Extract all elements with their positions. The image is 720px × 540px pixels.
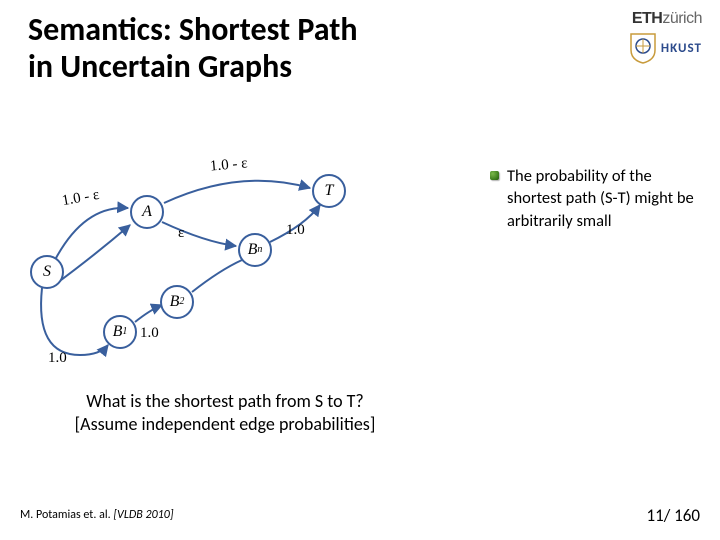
bullet-point: The probability of the shortest path (S-…	[490, 165, 700, 232]
eth-light: zürich	[662, 10, 702, 27]
eth-bold: ETH	[632, 10, 663, 27]
question-line-2: [Assume independent edge probabilities]	[30, 413, 420, 436]
question-line-1: What is the shortest path from S to T?	[30, 390, 420, 413]
edge-label-b1b2: 1.0	[140, 325, 159, 342]
edge-label-abn: ε	[178, 225, 184, 242]
graph-diagram: S A T Bn B2 B1 1.0 - ε 1.0 - ε ε 1.0 1.0…	[20, 150, 370, 380]
node-b2: B2	[160, 285, 194, 319]
page-number: 11/ 160	[646, 505, 700, 526]
edge-label-bnt: 1.0	[286, 222, 305, 239]
citation-authors: M. Potamias et. al.	[20, 508, 113, 522]
page-sep: /	[664, 505, 674, 526]
title-line-1: Semantics: Shortest Path	[28, 12, 357, 49]
hkust-logo: HKUST	[629, 32, 702, 64]
edge-label-at: 1.0 - ε	[209, 155, 248, 175]
title-line-2: in Uncertain Graphs	[28, 49, 357, 86]
question-text: What is the shortest path from S to T? […	[30, 390, 420, 437]
node-a: A	[130, 195, 164, 229]
citation-source: [VLDB 2010]	[113, 508, 173, 522]
hkust-shield-icon	[629, 32, 657, 64]
edge-label-sb1: 1.0	[48, 350, 67, 367]
node-bn: Bn	[238, 233, 272, 267]
bullet-icon	[490, 171, 499, 180]
page-current: 11	[646, 505, 663, 526]
citation: M. Potamias et. al. [VLDB 2010]	[20, 508, 174, 522]
bullet-text: The probability of the shortest path (S-…	[507, 165, 700, 232]
node-t: T	[312, 174, 346, 208]
node-b1: B1	[103, 315, 137, 349]
hkust-text: HKUST	[661, 41, 702, 56]
eth-logo: ETHzürich	[632, 10, 702, 28]
node-s: S	[30, 255, 64, 289]
page-title: Semantics: Shortest Path in Uncertain Gr…	[28, 12, 357, 86]
page-total: 160	[674, 505, 700, 526]
